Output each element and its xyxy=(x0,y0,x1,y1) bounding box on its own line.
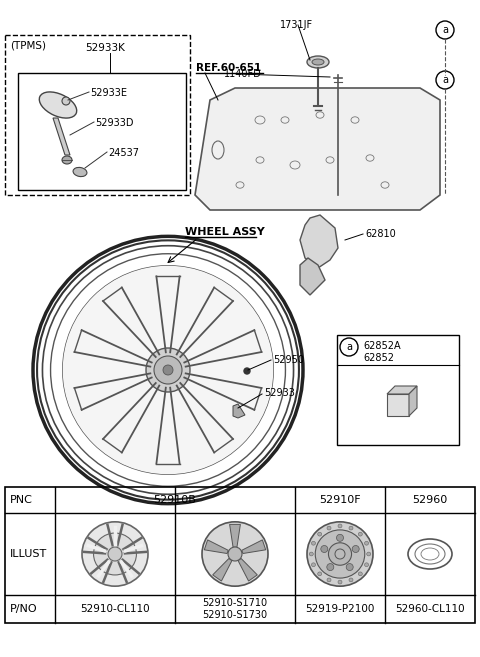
Ellipse shape xyxy=(312,59,324,65)
Ellipse shape xyxy=(364,541,369,545)
Text: 52919-P2100: 52919-P2100 xyxy=(305,604,375,614)
Ellipse shape xyxy=(315,530,365,578)
Text: WHEEL ASSY: WHEEL ASSY xyxy=(185,227,265,237)
Text: 52933: 52933 xyxy=(264,388,295,398)
Circle shape xyxy=(335,549,345,559)
Text: 52933D: 52933D xyxy=(95,118,133,128)
Ellipse shape xyxy=(73,168,87,177)
Text: 52960-CL110: 52960-CL110 xyxy=(395,604,465,614)
Text: 52910-S1710
52910-S1730: 52910-S1710 52910-S1730 xyxy=(203,599,267,620)
Circle shape xyxy=(62,97,70,105)
Polygon shape xyxy=(409,386,417,416)
Text: 52910F: 52910F xyxy=(319,495,361,505)
Text: (TPMS): (TPMS) xyxy=(10,40,46,50)
Bar xyxy=(5,35,190,195)
Circle shape xyxy=(336,534,344,541)
Bar xyxy=(5,487,475,623)
Text: a: a xyxy=(442,25,448,35)
Circle shape xyxy=(352,545,359,553)
Text: 62852: 62852 xyxy=(363,353,394,363)
Polygon shape xyxy=(213,558,232,581)
Ellipse shape xyxy=(309,552,313,556)
Text: a: a xyxy=(442,75,448,85)
Text: 52933E: 52933E xyxy=(90,88,127,98)
Ellipse shape xyxy=(364,563,369,566)
Text: 52950: 52950 xyxy=(273,355,304,365)
Bar xyxy=(337,335,459,445)
Ellipse shape xyxy=(327,526,331,530)
Polygon shape xyxy=(300,258,325,295)
Text: ILLUST: ILLUST xyxy=(10,549,47,559)
Ellipse shape xyxy=(307,56,329,68)
Circle shape xyxy=(321,545,328,553)
Ellipse shape xyxy=(358,532,362,536)
Polygon shape xyxy=(242,540,266,553)
Circle shape xyxy=(228,547,242,561)
Text: REF.60-651: REF.60-651 xyxy=(196,63,261,73)
Text: 24537: 24537 xyxy=(108,148,139,158)
Circle shape xyxy=(244,368,250,374)
Ellipse shape xyxy=(307,522,373,586)
Polygon shape xyxy=(238,558,257,581)
Ellipse shape xyxy=(82,522,148,586)
Bar xyxy=(387,394,409,416)
Ellipse shape xyxy=(349,578,353,582)
Circle shape xyxy=(327,564,334,570)
Ellipse shape xyxy=(338,524,342,528)
Text: 52910B: 52910B xyxy=(154,495,196,505)
Text: 1140FD: 1140FD xyxy=(224,69,262,79)
Ellipse shape xyxy=(349,526,353,530)
Ellipse shape xyxy=(202,522,268,586)
Text: P/NO: P/NO xyxy=(10,604,37,614)
Text: 62852A: 62852A xyxy=(363,341,401,351)
Ellipse shape xyxy=(318,532,322,536)
Ellipse shape xyxy=(367,552,371,556)
Ellipse shape xyxy=(39,92,77,118)
Polygon shape xyxy=(53,118,70,155)
Circle shape xyxy=(163,365,173,375)
Bar xyxy=(18,73,186,190)
Ellipse shape xyxy=(312,563,315,566)
Text: PNC: PNC xyxy=(10,495,33,505)
Circle shape xyxy=(146,348,190,392)
Ellipse shape xyxy=(358,572,362,576)
Circle shape xyxy=(346,564,353,570)
Polygon shape xyxy=(300,215,338,268)
Ellipse shape xyxy=(327,578,331,582)
Ellipse shape xyxy=(328,543,351,565)
Text: 1731JF: 1731JF xyxy=(280,20,313,30)
Polygon shape xyxy=(229,524,240,547)
Text: 52960: 52960 xyxy=(412,495,448,505)
Ellipse shape xyxy=(318,572,322,576)
Circle shape xyxy=(154,356,182,384)
Ellipse shape xyxy=(94,533,136,575)
Circle shape xyxy=(108,547,122,561)
Ellipse shape xyxy=(62,156,72,164)
Text: 52910-CL110: 52910-CL110 xyxy=(80,604,150,614)
Ellipse shape xyxy=(338,580,342,584)
Ellipse shape xyxy=(312,541,315,545)
Ellipse shape xyxy=(63,265,273,474)
Text: a: a xyxy=(346,342,352,352)
Text: 62810: 62810 xyxy=(365,229,396,239)
Polygon shape xyxy=(195,88,440,210)
Polygon shape xyxy=(204,540,228,553)
Text: 52933K: 52933K xyxy=(85,43,125,53)
Polygon shape xyxy=(387,386,417,394)
Polygon shape xyxy=(233,404,245,418)
